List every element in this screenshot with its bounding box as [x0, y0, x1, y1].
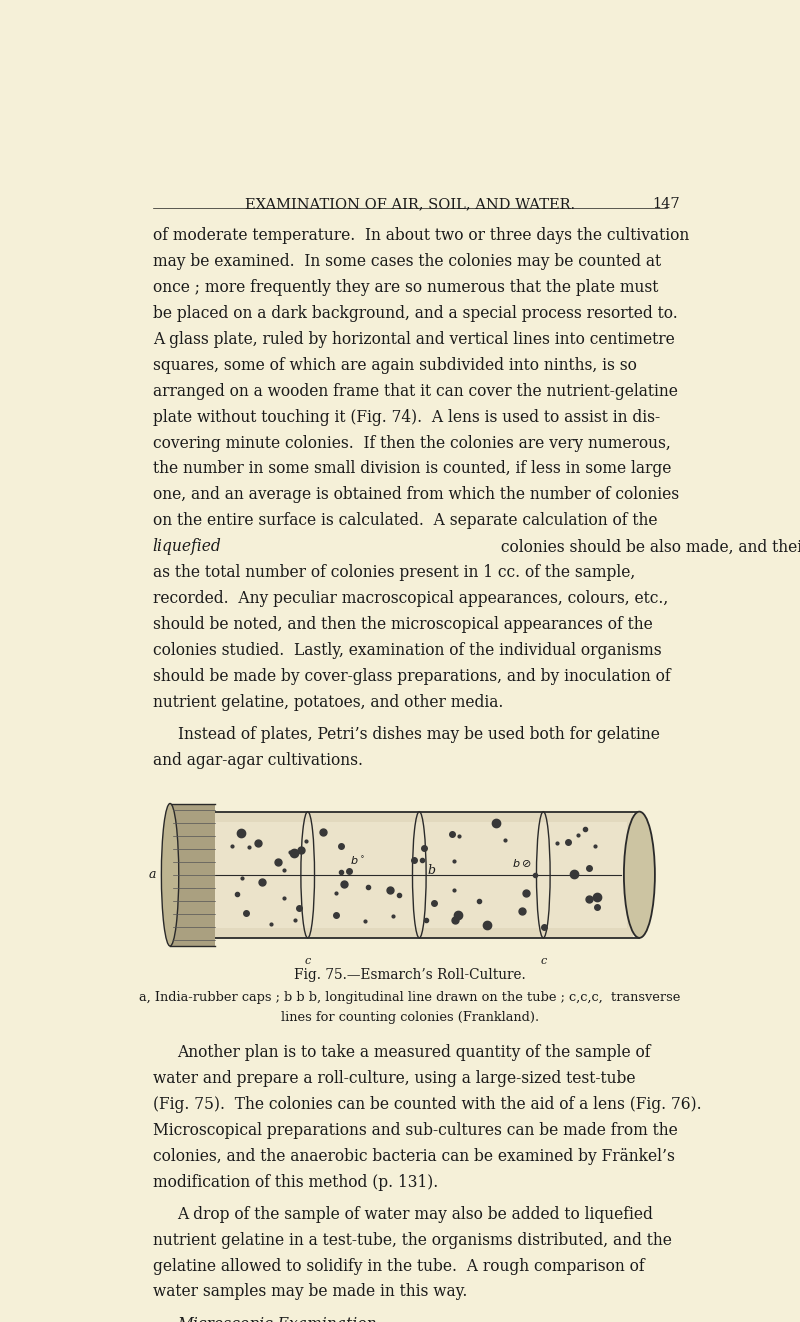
- Text: EXAMINATION OF AIR, SOIL, AND WATER.: EXAMINATION OF AIR, SOIL, AND WATER.: [245, 197, 575, 212]
- Text: $b\oslash$: $b\oslash$: [512, 857, 531, 869]
- Text: Instead of plates, Petri’s dishes may be used both for gelatine: Instead of plates, Petri’s dishes may be…: [178, 726, 659, 743]
- Text: nutrient gelatine in a test-tube, the organisms distributed, and the: nutrient gelatine in a test-tube, the or…: [153, 1232, 671, 1248]
- Text: Microscopic Examination.—: Microscopic Examination.—: [178, 1315, 398, 1322]
- Text: water and prepare a roll-culture, using a large-sized test-tube: water and prepare a roll-culture, using …: [153, 1069, 635, 1087]
- Text: Microscopical preparations and sub-cultures can be made from the: Microscopical preparations and sub-cultu…: [153, 1121, 678, 1138]
- Text: (Fig. 75).  The colonies can be counted with the aid of a lens (Fig. 76).: (Fig. 75). The colonies can be counted w…: [153, 1096, 702, 1113]
- Text: should be made by cover-glass preparations, and by inoculation of: should be made by cover-glass preparatio…: [153, 668, 670, 685]
- Text: c: c: [540, 956, 546, 966]
- Text: modification of this method (p. 131).: modification of this method (p. 131).: [153, 1174, 438, 1191]
- Text: colonies should be also made, and their number, as well: colonies should be also made, and their …: [497, 538, 800, 555]
- Text: covering minute colonies.  If then the colonies are very numerous,: covering minute colonies. If then the co…: [153, 435, 670, 452]
- Text: should be noted, and then the microscopical appearances of the: should be noted, and then the microscopi…: [153, 616, 653, 633]
- Text: a, India-rubber caps ; b b b, longitudinal line drawn on the tube ; c,c,c,  tran: a, India-rubber caps ; b b b, longitudin…: [139, 990, 681, 1003]
- Text: arranged on a wooden frame that it can cover the nutrient-gelatine: arranged on a wooden frame that it can c…: [153, 382, 678, 399]
- Text: once ; more frequently they are so numerous that the plate must: once ; more frequently they are so numer…: [153, 279, 658, 296]
- Text: of moderate temperature.  In about two or three days the cultivation: of moderate temperature. In about two or…: [153, 227, 689, 243]
- Text: A glass plate, ruled by horizontal and vertical lines into centimetre: A glass plate, ruled by horizontal and v…: [153, 330, 674, 348]
- Text: one, and an average is obtained from which the number of colonies: one, and an average is obtained from whi…: [153, 486, 679, 504]
- Text: may be examined.  In some cases the colonies may be counted at: may be examined. In some cases the colon…: [153, 253, 661, 270]
- Text: and agar-agar cultivations.: and agar-agar cultivations.: [153, 752, 362, 769]
- Text: Another plan is to take a measured quantity of the sample of: Another plan is to take a measured quant…: [178, 1044, 651, 1060]
- Text: water samples may be made in this way.: water samples may be made in this way.: [153, 1284, 467, 1301]
- Ellipse shape: [624, 812, 655, 937]
- Text: liquefied: liquefied: [153, 538, 222, 555]
- Text: Fig. 75.—Esmarch’s Roll-Culture.: Fig. 75.—Esmarch’s Roll-Culture.: [294, 969, 526, 982]
- Text: colonies, and the anaerobic bacteria can be examined by Fränkel’s: colonies, and the anaerobic bacteria can…: [153, 1147, 674, 1165]
- Text: recorded.  Any peculiar macroscopical appearances, colours, etc.,: recorded. Any peculiar macroscopical app…: [153, 590, 668, 607]
- Text: squares, some of which are again subdivided into ninths, is so: squares, some of which are again subdivi…: [153, 357, 637, 374]
- Text: colonies studied.  Lastly, examination of the individual organisms: colonies studied. Lastly, examination of…: [153, 642, 662, 660]
- Text: b: b: [428, 865, 436, 878]
- Bar: [170, 804, 214, 947]
- Text: as the total number of colonies present in 1 cc. of the sample,: as the total number of colonies present …: [153, 564, 635, 582]
- Bar: [206, 822, 627, 928]
- Text: plate without touching it (Fig. 74).  A lens is used to assist in dis-: plate without touching it (Fig. 74). A l…: [153, 408, 660, 426]
- Text: nutrient gelatine, potatoes, and other media.: nutrient gelatine, potatoes, and other m…: [153, 694, 503, 711]
- Text: $b^\circ$: $b^\circ$: [350, 854, 365, 866]
- Text: 147: 147: [652, 197, 680, 212]
- Text: c: c: [305, 956, 311, 966]
- Text: lines for counting colonies (Frankland).: lines for counting colonies (Frankland).: [281, 1011, 539, 1025]
- Text: on the entire surface is calculated.  A separate calculation of the: on the entire surface is calculated. A s…: [153, 513, 658, 529]
- Text: A drop of the sample of water may also be added to liquefied: A drop of the sample of water may also b…: [178, 1206, 654, 1223]
- Text: be placed on a dark background, and a special process resorted to.: be placed on a dark background, and a sp…: [153, 304, 678, 321]
- Text: gelatine allowed to solidify in the tube.  A rough comparison of: gelatine allowed to solidify in the tube…: [153, 1257, 644, 1274]
- Text: a: a: [149, 869, 157, 882]
- Bar: [199, 812, 634, 937]
- Text: the number in some small division is counted, if less in some large: the number in some small division is cou…: [153, 460, 671, 477]
- Ellipse shape: [162, 804, 178, 947]
